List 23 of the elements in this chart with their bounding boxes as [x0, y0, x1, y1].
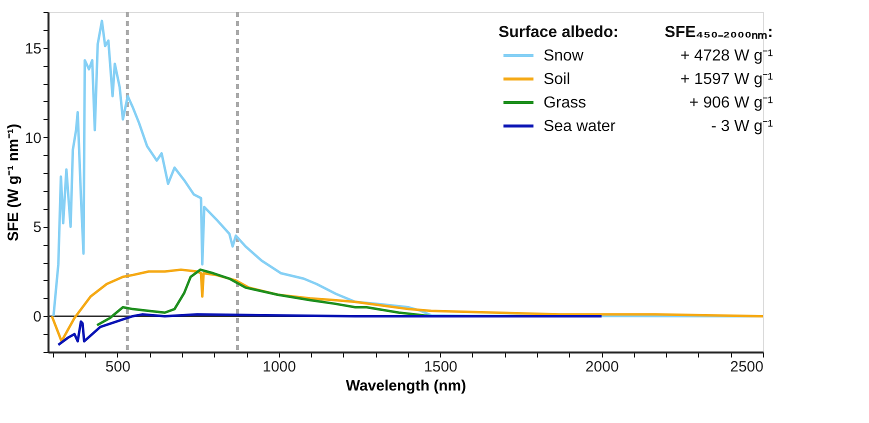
x-tick-label: 1500: [424, 358, 458, 376]
x-tick-label: 1000: [262, 358, 296, 376]
annotation: SFE₄₅₀₋₂₀₀₀ₙₘ:: [664, 24, 773, 41]
y-tick-label: 15: [24, 40, 42, 58]
y-tick-label: 5: [33, 219, 42, 236]
legend-label: Soil: [543, 71, 570, 88]
x-tick-label: 2000: [585, 358, 619, 376]
annotation: + 906 W g⁻¹: [689, 94, 773, 112]
annotation: + 1597 W g⁻¹: [680, 71, 773, 88]
annotation: - 3 W g⁻¹: [711, 118, 773, 135]
line-series: [50, 268, 764, 343]
legend-label: Sea water: [543, 118, 616, 135]
x-axis-title: Wavelength (nm): [346, 378, 466, 394]
x-tick-label: 2500: [730, 358, 764, 376]
x-tick-label: 500: [105, 358, 130, 376]
line-series: [57, 313, 603, 346]
legend-label: Grass: [543, 94, 586, 112]
y-axis-title: SFE (W g⁻¹ nm⁻¹): [4, 124, 22, 242]
legend-label: Snow: [543, 48, 584, 64]
y-tick-label: 0: [33, 308, 42, 326]
legend-title: Surface albedo:: [498, 24, 618, 41]
y-tick-label: 10: [24, 130, 42, 147]
annotation: + 4728 W g⁻¹: [680, 48, 773, 64]
